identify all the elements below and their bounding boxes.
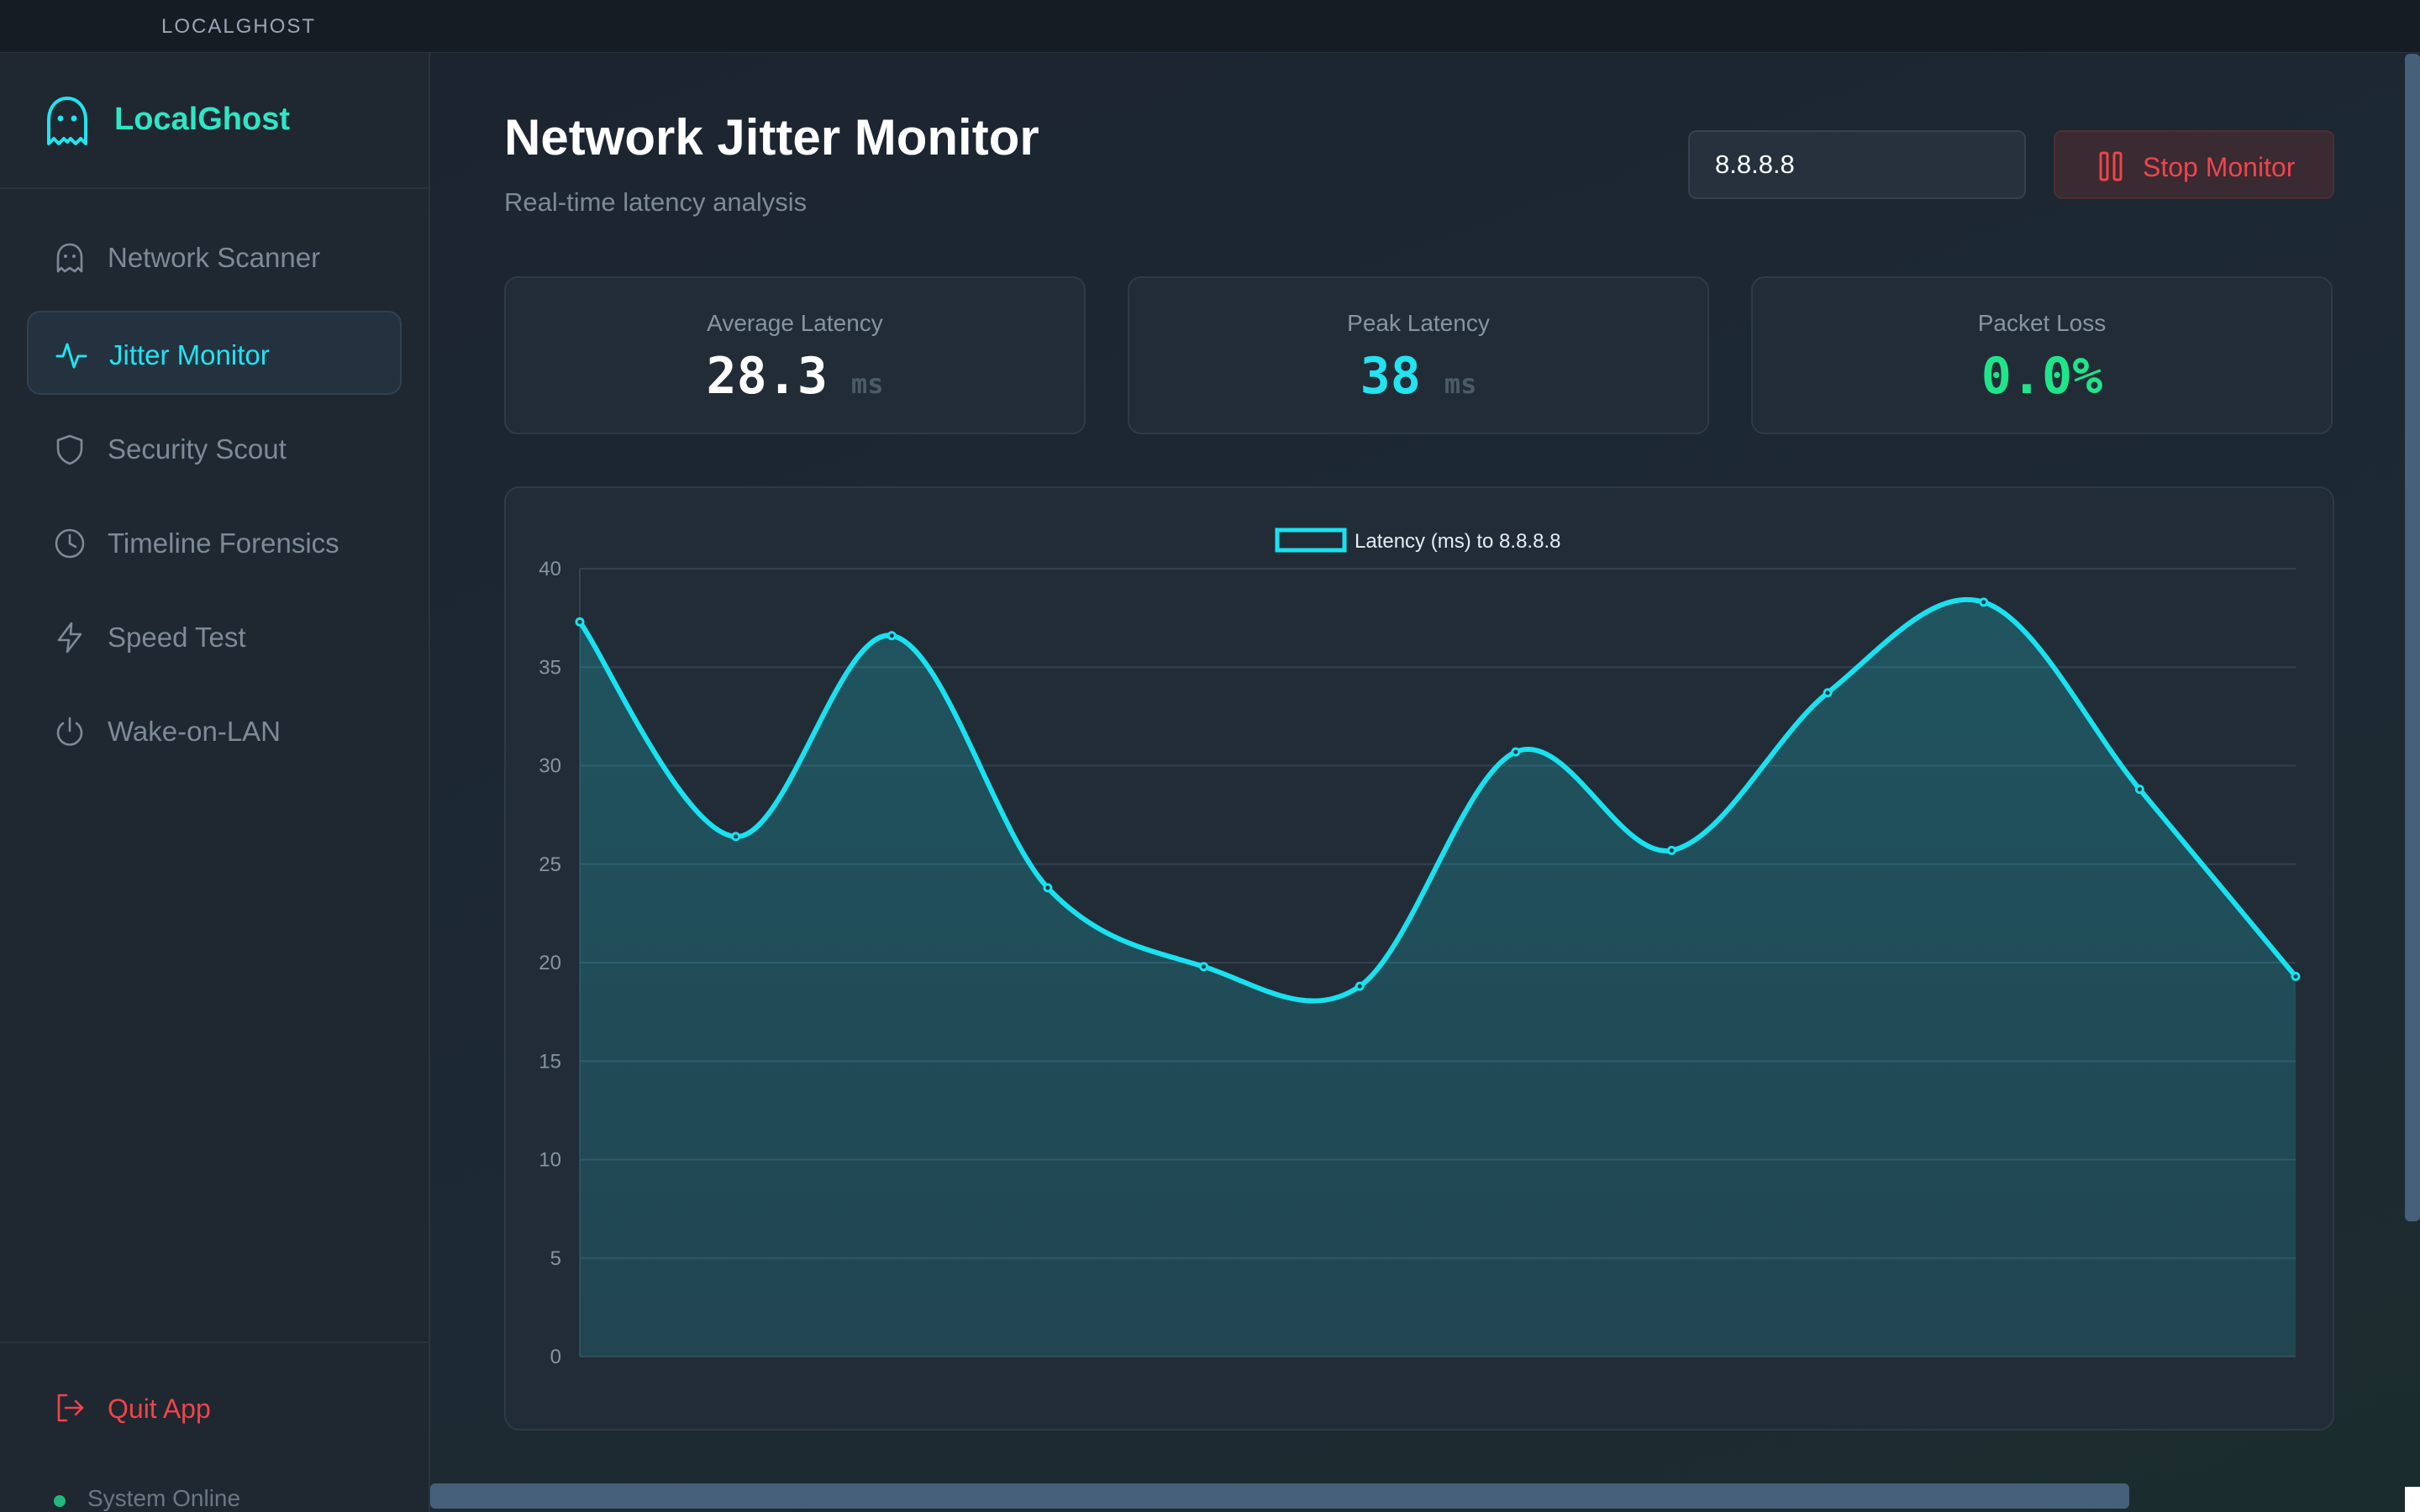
system-status: System Online	[54, 1485, 306, 1512]
status-dot	[54, 1495, 66, 1507]
sidebar-item-jitter-monitor[interactable]: Jitter Monitor	[27, 311, 402, 395]
stop-monitor-button[interactable]: Stop Monitor	[2054, 130, 2334, 199]
sidebar-divider	[0, 1341, 429, 1343]
sidebar: LocalGhost Network Scanner Jitter Monito…	[0, 53, 430, 1512]
sidebar-item-label: Wake-on-LAN	[108, 716, 281, 747]
ghost-icon	[56, 243, 83, 273]
stat-label: Peak Latency	[1347, 310, 1490, 336]
packet-loss-value: 0.0%	[1981, 347, 2103, 406]
legend-swatch	[1275, 528, 1347, 553]
power-icon	[56, 717, 83, 746]
brand-name: LocalGhost	[114, 102, 291, 137]
y-tick-label: 30	[539, 755, 561, 778]
data-point	[886, 631, 897, 641]
legend-label: Latency (ms) to 8.8.8.8	[1355, 530, 1560, 553]
stat-label: Packet Loss	[1977, 310, 2107, 336]
stat-value: 28.3 ms	[506, 347, 1084, 406]
peak-latency-card: Peak Latency 38 ms	[1128, 276, 1709, 434]
sidebar-item-label: Timeline Forensics	[108, 528, 339, 559]
shield-icon	[56, 434, 83, 465]
pause-icon	[2099, 151, 2123, 181]
data-point	[2291, 971, 2301, 981]
data-point	[1199, 962, 1209, 972]
horizontal-scrollbar[interactable]	[430, 1483, 2129, 1509]
sidebar-item-timeline-forensics[interactable]: Timeline Forensics	[27, 501, 402, 585]
average-latency-value: 28.3	[706, 347, 828, 406]
sidebar-item-label: Network Scanner	[108, 242, 321, 273]
sidebar-item-speed-test[interactable]: Speed Test	[27, 595, 402, 679]
clock-icon	[55, 528, 85, 559]
y-tick-label: 40	[539, 558, 561, 580]
stop-monitor-label: Stop Monitor	[2143, 152, 2296, 182]
y-tick-label: 5	[550, 1247, 561, 1270]
ghost-logo-icon	[47, 97, 87, 145]
page-title: Network Jitter Monitor	[504, 109, 1039, 165]
y-tick-label: 15	[539, 1050, 561, 1073]
bolt-icon	[57, 622, 82, 654]
sidebar-item-wake-on-lan[interactable]: Wake-on-LAN	[27, 689, 402, 773]
y-tick-label: 10	[539, 1149, 561, 1172]
data-point	[1043, 883, 1053, 893]
title-bar: LOCALGHOST	[0, 0, 2420, 53]
latency-chart-card: 0 5 10 15 20 25 30 35 40 Latency (ms) to 8.8.8.8	[504, 486, 2334, 1431]
sidebar-item-security-scout[interactable]: Security Scout	[27, 407, 402, 491]
data-point	[1979, 597, 1989, 607]
stat-value: 38 ms	[1129, 347, 1707, 406]
data-point	[1666, 845, 1676, 855]
brand: LocalGhost	[0, 53, 429, 189]
stat-unit: ms	[850, 368, 884, 400]
activity-icon	[55, 343, 87, 369]
stat-unit: ms	[1444, 368, 1477, 400]
stat-label: Average Latency	[707, 310, 883, 336]
scrollbar-corner	[2405, 1487, 2420, 1512]
status-label: System Online	[87, 1485, 241, 1511]
page-subtitle: Real-time latency analysis	[504, 187, 808, 217]
quit-button[interactable]: Quit App	[54, 1389, 306, 1431]
data-point	[731, 832, 741, 842]
average-latency-card: Average Latency 28.3 ms	[504, 276, 1086, 434]
logout-icon	[57, 1394, 84, 1422]
y-tick-label: 35	[539, 656, 561, 679]
window-title: LOCALGHOST	[161, 15, 317, 38]
y-tick-label: 20	[539, 952, 561, 974]
vertical-scrollbar[interactable]	[2405, 54, 2420, 1221]
y-tick-label: 0	[550, 1346, 561, 1368]
main-content: Network Jitter Monitor Real-time latency…	[430, 53, 2420, 1512]
stat-value: 0.0%	[1753, 347, 2331, 406]
target-host-input[interactable]	[1688, 130, 2026, 199]
y-tick-label: 25	[539, 853, 561, 876]
sidebar-item-network-scanner[interactable]: Network Scanner	[27, 215, 402, 299]
data-point	[1355, 981, 1365, 991]
data-point	[575, 617, 585, 627]
peak-latency-value: 38	[1360, 347, 1421, 406]
sidebar-item-label: Speed Test	[108, 622, 246, 653]
packet-loss-card: Packet Loss 0.0%	[1751, 276, 2333, 434]
data-point	[2134, 785, 2144, 795]
data-point	[1511, 747, 1521, 757]
quit-label: Quit App	[108, 1394, 211, 1424]
latency-area-fill	[580, 599, 2296, 1357]
sidebar-item-label: Jitter Monitor	[109, 339, 270, 370]
data-point	[1823, 688, 1833, 698]
sidebar-item-label: Security Scout	[108, 433, 287, 465]
latency-chart: 0 5 10 15 20 25 30 35 40 Latency (ms) to 8.8.8.8	[539, 528, 2301, 1368]
latency-series-line	[577, 596, 2298, 1004]
